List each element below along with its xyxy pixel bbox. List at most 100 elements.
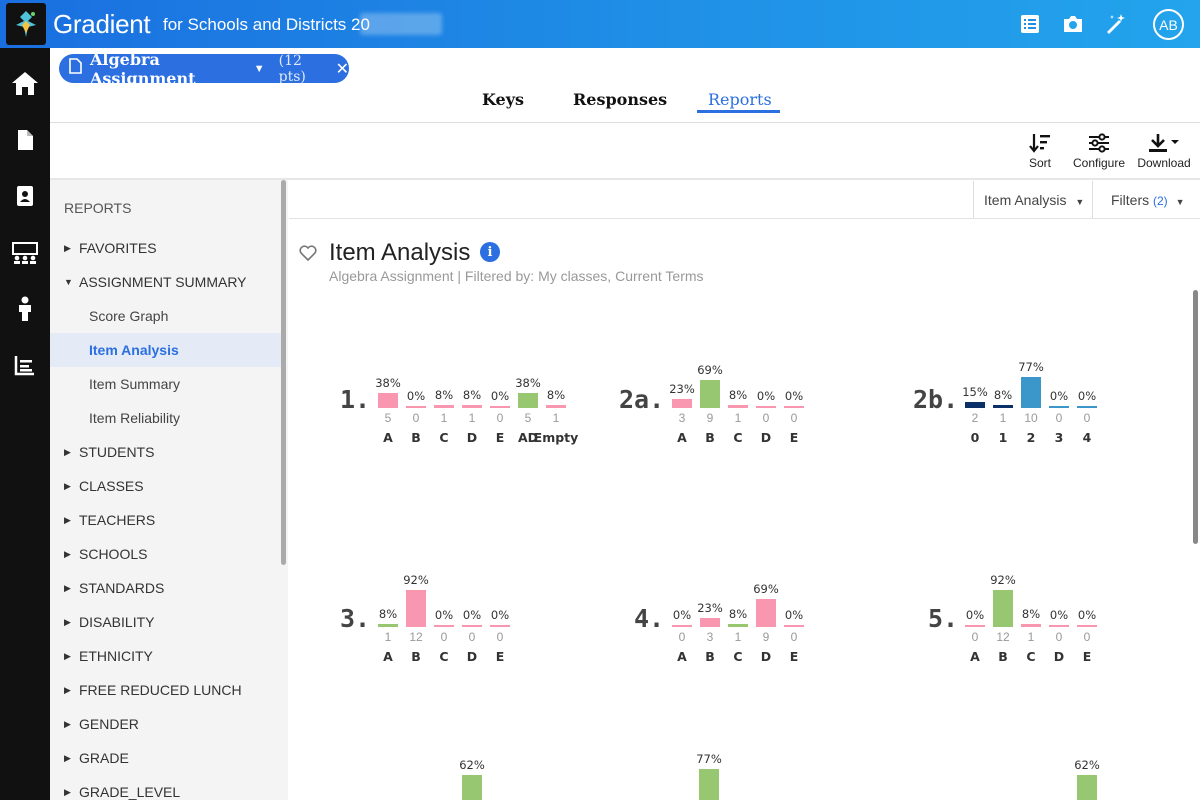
heart-icon[interactable] xyxy=(299,245,317,266)
bar-percent-label: 23% xyxy=(669,381,695,396)
camera-icon[interactable] xyxy=(1059,10,1087,38)
chart-bar[interactable] xyxy=(784,406,804,408)
tab-reports[interactable]: Reports xyxy=(708,90,772,109)
caret-right-icon: ▶ xyxy=(64,616,71,627)
chart-bar[interactable] xyxy=(546,404,566,408)
chart-bar[interactable] xyxy=(406,590,426,627)
chart-bar[interactable] xyxy=(700,617,720,627)
bar-percent-label: 77% xyxy=(696,752,722,767)
top-app-bar: Gradient for Schools and Districts 20 AB xyxy=(0,0,1200,48)
content-scrollbar[interactable] xyxy=(1193,290,1198,544)
answer-choice-label: B xyxy=(705,430,715,445)
chart-bar[interactable] xyxy=(434,404,454,408)
sidebar-item-gender[interactable]: ▶ GENDER xyxy=(64,716,139,732)
chart-bar[interactable] xyxy=(490,625,510,627)
tab-responses[interactable]: Responses xyxy=(573,90,668,109)
tab-keys[interactable]: Keys xyxy=(482,90,525,109)
chart-bar[interactable] xyxy=(700,380,720,408)
chart-bar[interactable] xyxy=(1077,406,1097,408)
chart-bar[interactable] xyxy=(1077,625,1097,627)
chart-bar[interactable] xyxy=(434,625,454,627)
sidebar-item-assignment-summary[interactable]: ▼ ASSIGNMENT SUMMARY xyxy=(64,274,247,290)
sidebar-subitem-item-summary[interactable]: Item Summary xyxy=(89,376,181,392)
bar-count-label: 0 xyxy=(790,630,798,644)
chart-bar[interactable] xyxy=(993,590,1013,627)
answer-choice-label: D xyxy=(760,649,772,664)
chart-bar[interactable] xyxy=(699,769,719,800)
chart-bar[interactable] xyxy=(1077,775,1097,800)
contact-card-icon[interactable] xyxy=(10,181,40,211)
chart-bar[interactable] xyxy=(1049,625,1069,627)
answer-choice-label: 0 xyxy=(970,430,980,445)
report-type-value: Item Analysis xyxy=(984,192,1067,208)
sidebar-subitem-item-reliability[interactable]: Item Reliability xyxy=(89,410,181,426)
sidebar-item-standards[interactable]: ▶ STANDARDS xyxy=(64,580,164,596)
chart-bar[interactable] xyxy=(406,406,426,408)
sidebar-item-schools[interactable]: ▶ SCHOOLS xyxy=(64,546,147,562)
sidebar-item-favorites[interactable]: ▶ FAVORITES xyxy=(64,240,157,256)
bar-percent-label: 8% xyxy=(434,387,454,402)
chart-bar[interactable] xyxy=(462,625,482,627)
chart-bar[interactable] xyxy=(378,623,398,627)
gradient-logo[interactable] xyxy=(6,3,46,45)
sidebar-scrollbar[interactable] xyxy=(281,180,286,565)
sidebar-subitem-item-analysis[interactable]: Item Analysis xyxy=(89,342,179,358)
close-icon[interactable]: ✕ xyxy=(335,60,349,78)
chart-bar[interactable] xyxy=(784,625,804,627)
chart-bar[interactable] xyxy=(518,392,538,408)
user-avatar[interactable]: AB xyxy=(1153,9,1184,40)
info-icon[interactable]: i xyxy=(480,242,500,262)
chart-bar[interactable] xyxy=(993,404,1013,408)
sidebar-item-grade[interactable]: ▶ GRADE xyxy=(64,750,129,766)
bar-count-label: 3 xyxy=(678,411,686,425)
chart-bar[interactable] xyxy=(756,406,776,408)
list-icon[interactable] xyxy=(1016,10,1044,38)
document-icon[interactable] xyxy=(10,125,40,155)
chevron-down-icon[interactable]: ▼ xyxy=(253,62,265,75)
reports-chart-icon[interactable] xyxy=(10,350,40,380)
sidebar-item-classes[interactable]: ▶ CLASSES xyxy=(64,478,144,494)
download-icon xyxy=(1149,134,1179,152)
magic-wand-icon[interactable] xyxy=(1102,10,1130,38)
sidebar-subitem-score-graph[interactable]: Score Graph xyxy=(89,308,169,324)
sliders-icon xyxy=(1089,133,1109,153)
classroom-icon[interactable] xyxy=(10,238,40,268)
chart-bar[interactable] xyxy=(728,623,748,627)
filters-dropdown[interactable]: Filters (2) ▼ xyxy=(1111,192,1185,208)
chart-bar[interactable] xyxy=(672,625,692,627)
chart-bar[interactable] xyxy=(1021,377,1041,408)
chart-bar[interactable] xyxy=(462,404,482,408)
student-icon[interactable] xyxy=(10,294,40,324)
report-type-dropdown[interactable]: Item Analysis ▼ xyxy=(984,192,1084,208)
sidebar-item-free-reduced-lunch[interactable]: ▶ FREE REDUCED LUNCH xyxy=(64,682,242,698)
sort-button[interactable]: Sort xyxy=(1005,133,1075,170)
chart-bar[interactable] xyxy=(965,402,985,408)
bar-percent-label: 0% xyxy=(490,389,510,403)
question-number: 2b. xyxy=(913,385,959,414)
sidebar-item-disability[interactable]: ▶ DISABILITY xyxy=(64,614,154,630)
sidebar-item-grade-level[interactable]: ▶ GRADE_LEVEL xyxy=(64,784,180,800)
sidebar-item-teachers[interactable]: ▶ TEACHERS xyxy=(64,512,155,528)
download-button[interactable]: Download xyxy=(1129,133,1199,170)
chart-bar[interactable] xyxy=(672,398,692,408)
answer-choice-label: D xyxy=(760,430,772,445)
chart-bar[interactable] xyxy=(728,404,748,408)
bar-count-label: 0 xyxy=(412,411,420,425)
chart-bar[interactable] xyxy=(965,625,985,627)
assignment-chip[interactable]: Algebra Assignment ▼ (12 pts) ✕ xyxy=(59,50,349,88)
bar-percent-label: 0% xyxy=(1077,608,1097,622)
chart-bar[interactable] xyxy=(490,406,510,408)
sidebar-item-students[interactable]: ▶ STUDENTS xyxy=(64,444,154,460)
bar-percent-label: 38% xyxy=(515,375,541,390)
bar-percent-label: 0% xyxy=(1049,608,1069,622)
chart-bar[interactable] xyxy=(462,775,482,800)
sidebar-item-ethnicity[interactable]: ▶ ETHNICITY xyxy=(64,648,153,664)
bar-count-label: 0 xyxy=(1055,630,1063,644)
chart-bar[interactable] xyxy=(1021,623,1041,627)
chart-bar[interactable] xyxy=(756,599,776,627)
answer-choice-label: C xyxy=(1026,649,1036,664)
configure-button[interactable]: Configure xyxy=(1064,133,1134,170)
chart-bar[interactable] xyxy=(1049,406,1069,408)
chart-bar[interactable] xyxy=(378,392,398,408)
home-icon[interactable] xyxy=(10,68,40,98)
